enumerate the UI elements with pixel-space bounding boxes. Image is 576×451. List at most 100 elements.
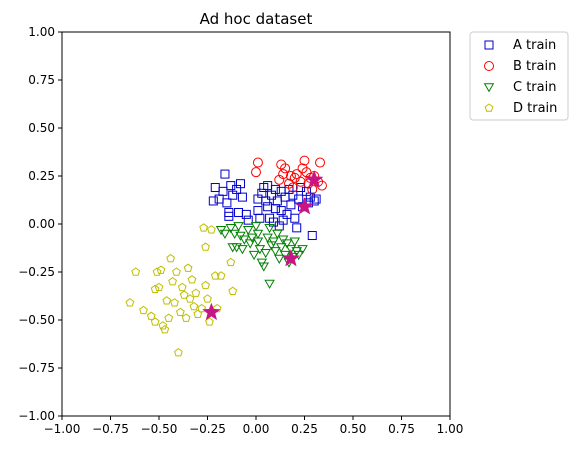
data-point-b-train-14 (301, 167, 312, 178)
data-point-d-train-20 (179, 290, 189, 299)
y-tick-label: 0.00 (28, 217, 55, 231)
legend-label-c-train: C train (513, 80, 556, 95)
data-point-d-train-1 (125, 298, 135, 307)
data-point-c-train-11 (244, 239, 256, 249)
data-point-d-train-2 (139, 305, 148, 315)
x-tick-label: 0.00 (243, 422, 270, 436)
series-d-train (125, 223, 238, 357)
data-point-d-train-5 (150, 284, 160, 294)
x-tick-label: −1.00 (44, 422, 81, 436)
data-point-c-train-26 (270, 247, 281, 257)
data-point-c-train-16 (252, 237, 264, 247)
data-point-d-train-19 (177, 282, 187, 292)
data-point-c-train-1 (219, 229, 231, 240)
y-tick-label: −0.50 (18, 313, 55, 327)
data-point-a-train-22 (263, 202, 273, 212)
data-point-a-train-11 (234, 207, 244, 217)
highlight-points (202, 170, 324, 321)
data-point-b-train-2 (274, 174, 285, 185)
data-point-d-train-29 (199, 223, 209, 232)
data-point-c-train-31 (279, 250, 291, 261)
legend-marker-b-train (484, 61, 494, 71)
data-point-a-train-0 (208, 196, 218, 206)
x-tick-label: 1.00 (437, 422, 464, 436)
data-point-d-train-4 (150, 317, 160, 326)
highlight-star-2 (281, 248, 301, 267)
data-point-a-train-1 (210, 183, 220, 193)
data-point-c-train-2 (225, 224, 237, 234)
data-point-b-train-11 (295, 176, 306, 187)
legend-frame (469, 31, 569, 121)
data-point-a-train-40 (292, 223, 302, 233)
data-point-c-train-8 (237, 245, 248, 255)
data-point-a-train-7 (224, 211, 234, 221)
data-point-d-train-8 (156, 265, 166, 274)
data-point-d-train-39 (228, 286, 238, 295)
data-point-a-train-13 (237, 192, 247, 202)
y-tick-label: −0.25 (18, 265, 55, 279)
data-point-d-train-11 (162, 296, 172, 305)
data-point-a-train-39 (290, 213, 300, 223)
data-point-a-train-2 (214, 194, 224, 204)
data-point-b-train-0 (251, 167, 261, 178)
legend-marker-d-train (484, 103, 494, 112)
y-tick-label: 0.75 (28, 73, 55, 87)
data-point-b-train-8 (287, 182, 298, 193)
data-point-c-train-13 (248, 250, 260, 261)
data-point-d-train-17 (174, 348, 183, 357)
data-point-a-train-48 (309, 196, 319, 206)
data-point-a-train-12 (235, 179, 245, 189)
data-point-a-train-15 (243, 215, 253, 225)
data-point-a-train-4 (220, 169, 230, 179)
data-point-d-train-0 (131, 267, 141, 276)
data-point-c-train-20 (260, 249, 271, 259)
data-point-c-train-36 (289, 237, 301, 247)
data-point-a-train-5 (222, 198, 232, 208)
data-point-c-train-6 (233, 222, 244, 232)
data-point-d-train-16 (172, 267, 181, 276)
data-point-a-train-16 (253, 206, 263, 216)
data-point-d-train-3 (146, 311, 156, 320)
data-point-c-train-10 (242, 225, 254, 236)
data-point-a-train-21 (261, 196, 271, 206)
data-point-c-train-39 (297, 245, 308, 255)
data-point-c-train-22 (264, 224, 275, 234)
highlight-star-3 (202, 302, 221, 321)
data-point-b-train-3 (276, 159, 287, 170)
data-point-d-train-18 (175, 307, 185, 317)
x-tick-label: −0.25 (189, 422, 226, 436)
data-point-a-train-28 (270, 204, 280, 214)
data-point-d-train-28 (197, 303, 207, 313)
y-tick-label: 0.50 (28, 121, 55, 135)
data-point-d-train-30 (201, 242, 210, 251)
data-point-c-train-32 (281, 239, 293, 249)
legend-label-a-train: A train (513, 38, 556, 53)
data-point-a-train-27 (270, 184, 280, 194)
data-point-d-train-21 (181, 313, 191, 322)
data-point-b-train-20 (315, 157, 326, 168)
chart-title: Ad hoc dataset (200, 10, 313, 28)
data-point-c-train-29 (275, 243, 287, 253)
data-point-d-train-32 (203, 294, 212, 303)
x-tick-label: 0.75 (388, 422, 415, 436)
data-point-d-train-38 (226, 257, 236, 267)
data-point-d-train-14 (168, 276, 177, 286)
data-point-b-train-10 (291, 169, 302, 180)
data-point-b-train-1 (252, 157, 263, 168)
axes: −1.00 −0.75 −0.50 −0.25 0.00 0.25 0.50 0.75 1.00… (18, 25, 463, 436)
data-point-c-train-14 (250, 222, 262, 232)
data-point-d-train-26 (191, 288, 201, 297)
y-tick-label: −0.75 (18, 361, 55, 375)
highlight-star-0 (304, 170, 324, 188)
data-point-b-train-4 (278, 169, 289, 180)
data-point-b-train-12 (297, 163, 308, 174)
data-point-d-train-31 (201, 280, 210, 290)
data-point-a-train-47 (307, 231, 317, 241)
data-point-c-train-19 (258, 262, 270, 272)
data-point-d-train-13 (166, 253, 176, 263)
data-point-a-train-37 (286, 200, 296, 210)
plot-area (125, 155, 327, 357)
highlight-star-1 (295, 197, 314, 215)
axes-frame (61, 31, 451, 417)
